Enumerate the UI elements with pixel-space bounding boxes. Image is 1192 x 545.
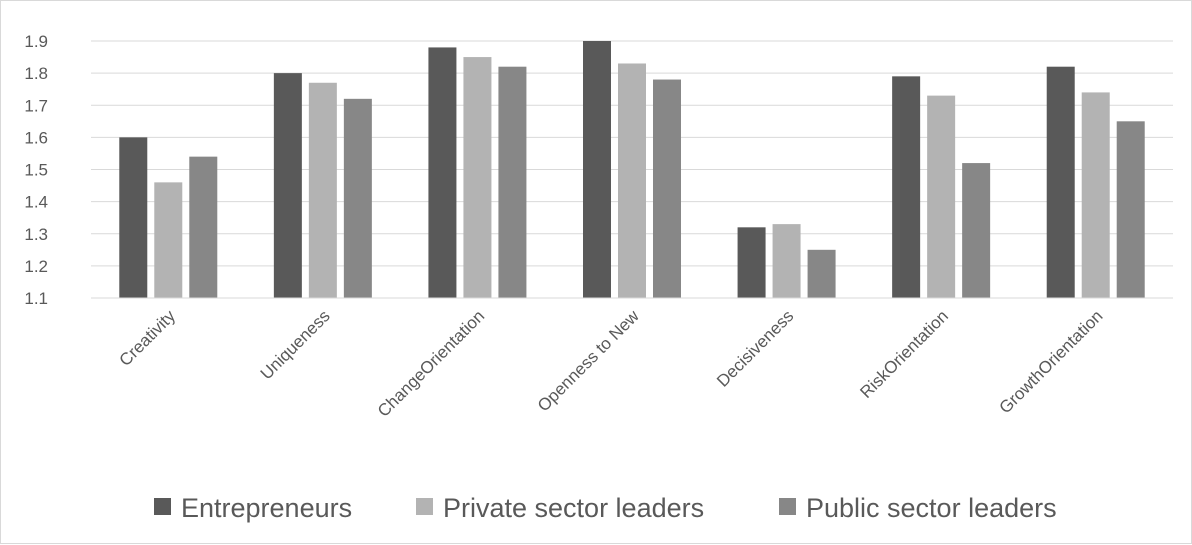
legend-label: Private sector leaders bbox=[443, 493, 704, 523]
bar bbox=[1116, 121, 1145, 298]
bar bbox=[1046, 66, 1075, 298]
legend-swatch bbox=[154, 498, 171, 515]
bar bbox=[1081, 92, 1110, 299]
bar bbox=[273, 73, 302, 298]
bar bbox=[189, 156, 218, 298]
bar bbox=[583, 41, 611, 298]
bar bbox=[892, 76, 921, 299]
x-category-label: RiskOrientation bbox=[856, 306, 952, 402]
legend-swatch bbox=[779, 498, 796, 515]
legend-label: Entrepreneurs bbox=[181, 493, 352, 523]
bar bbox=[308, 82, 337, 298]
y-tick-label: 1.1 bbox=[24, 289, 48, 308]
x-axis-category-labels: Creativity Uniqueness ChangeOrientation Ope… bbox=[116, 306, 1107, 421]
y-axis-tick-labels: 1.1 1.2 1.3 1.4 1.5 1.6 1.7 1.8 1.9 bbox=[24, 32, 48, 308]
legend-label: Public sector leaders bbox=[806, 493, 1057, 523]
x-category-label: ChangeOrientation bbox=[374, 306, 488, 420]
x-category-label: Uniqueness bbox=[257, 306, 334, 383]
bar bbox=[119, 137, 148, 298]
y-tick-label: 1.5 bbox=[24, 161, 48, 180]
y-tick-label: 1.2 bbox=[24, 257, 48, 276]
y-tick-label: 1.4 bbox=[24, 193, 48, 212]
bar bbox=[463, 57, 492, 298]
legend: Entrepreneurs Private sector leaders Publi… bbox=[154, 493, 1057, 523]
y-tick-label: 1.8 bbox=[24, 64, 48, 83]
y-tick-label: 1.3 bbox=[24, 225, 48, 244]
x-category-label: Openness to New bbox=[534, 306, 643, 415]
bar bbox=[154, 182, 183, 298]
y-tick-label: 1.6 bbox=[24, 128, 48, 147]
bar bbox=[737, 227, 766, 298]
y-tick-label: 1.9 bbox=[24, 32, 48, 51]
bars bbox=[119, 41, 1145, 299]
bar bbox=[653, 79, 681, 298]
bar bbox=[772, 224, 801, 298]
bar bbox=[962, 163, 991, 298]
bar bbox=[927, 95, 956, 298]
bar bbox=[498, 66, 527, 298]
y-tick-label: 1.7 bbox=[24, 96, 48, 115]
x-category-label: GrowthOrientation bbox=[996, 306, 1107, 417]
x-category-label: Decisiveness bbox=[713, 306, 797, 390]
legend-swatch bbox=[416, 498, 433, 515]
bar bbox=[428, 47, 457, 298]
bar bbox=[618, 63, 646, 298]
x-category-label: Creativity bbox=[116, 306, 180, 370]
bar bbox=[343, 98, 372, 298]
bar bbox=[807, 249, 836, 298]
